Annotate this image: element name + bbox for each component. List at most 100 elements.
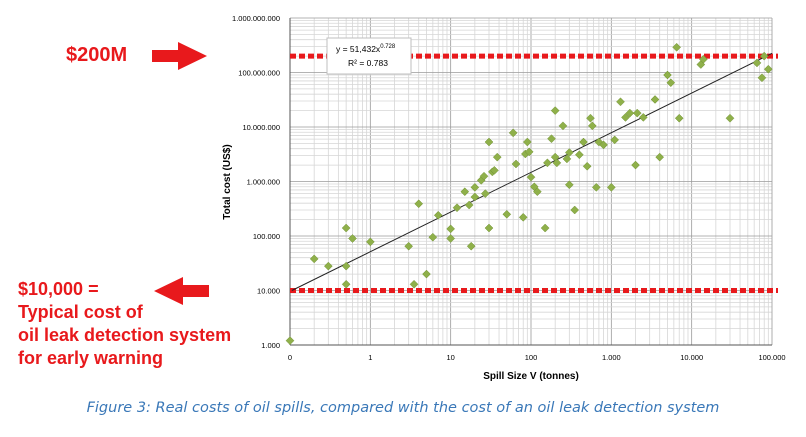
x-tick-label: 1.000 — [602, 353, 621, 362]
data-points — [285, 42, 773, 346]
y-tick-label: 100.000 — [253, 232, 280, 241]
threshold-10k-line-2: Typical cost of — [18, 302, 143, 322]
data-point — [460, 187, 470, 197]
threshold-200m-label: $200M — [66, 44, 128, 66]
data-point — [518, 212, 528, 222]
x-tick-label: 10 — [446, 353, 454, 362]
data-point — [524, 147, 534, 157]
data-point — [341, 223, 351, 233]
data-point — [433, 210, 443, 220]
data-point — [414, 199, 424, 209]
data-point — [632, 108, 642, 118]
figure-caption: Figure 3: Real costs of oil spills, comp… — [86, 400, 720, 416]
x-tick-label: 100.000 — [758, 353, 785, 362]
data-point — [484, 223, 494, 233]
data-point — [323, 261, 333, 271]
data-point — [621, 113, 630, 122]
data-point — [575, 150, 584, 160]
data-point — [564, 148, 574, 157]
data-point — [464, 200, 474, 210]
data-point — [606, 183, 616, 192]
data-point — [550, 106, 560, 115]
data-point — [452, 203, 462, 213]
data-point — [533, 187, 542, 197]
data-point — [480, 189, 490, 198]
data-point — [591, 183, 601, 192]
data-point — [655, 152, 665, 162]
data-point — [341, 279, 351, 289]
data-point — [582, 161, 592, 171]
data-point — [511, 159, 521, 169]
trendline-exponent: 0.728 — [380, 44, 396, 50]
x-tick-label: 10.000 — [680, 353, 703, 362]
data-point — [348, 234, 357, 243]
arrow-bottom — [154, 277, 209, 305]
data-point — [479, 171, 489, 181]
data-point — [470, 192, 480, 202]
data-point — [470, 183, 480, 192]
data-point — [552, 158, 562, 168]
data-point — [650, 95, 660, 104]
data-point — [285, 336, 295, 346]
svg-text:y = 51,432x0.728: y = 51,432x0.728 — [336, 44, 396, 54]
data-point — [616, 97, 625, 107]
data-point — [579, 137, 588, 147]
x-tick-labels: 0 1 10 100 1.000 10.000 100.000 — [288, 353, 786, 362]
y-tick-label: 10.000 — [257, 287, 280, 296]
data-point — [404, 241, 414, 251]
data-point — [638, 113, 648, 122]
arrow-top — [152, 42, 207, 70]
data-point — [522, 137, 532, 147]
trendline — [291, 52, 773, 291]
y-tick-labels: 1.000 10.000 100.000 1.000.000 10.000.000 100… — [232, 14, 280, 350]
data-point — [672, 42, 681, 52]
threshold-10k-line-1: $10,000 = — [18, 279, 99, 299]
y-tick-label: 1.000.000.000 — [232, 14, 280, 23]
data-point — [409, 279, 419, 289]
data-point — [586, 113, 595, 123]
trendline-equation-box: y = 51,432x0.728 R² = 0.783 — [326, 37, 412, 75]
data-point — [757, 73, 767, 83]
x-tick-label: 100 — [525, 353, 538, 362]
data-point — [752, 58, 762, 68]
data-point — [526, 172, 536, 182]
data-point — [631, 160, 640, 170]
data-point — [492, 152, 502, 162]
y-tick-label: 1.000 — [261, 341, 280, 350]
trendline-equation: y = 51,432x — [336, 44, 381, 54]
data-point — [446, 224, 456, 234]
threshold-10k-label: $10,000 = Typical cost of oil leak detec… — [18, 278, 231, 370]
trendline-r2: R² = 0.783 — [348, 58, 388, 68]
x-tick-label: 0 — [288, 353, 292, 362]
x-tick-label: 1 — [368, 353, 372, 362]
data-point — [564, 180, 574, 190]
data-point — [446, 234, 456, 243]
data-point — [562, 154, 572, 164]
y-tick-label: 10.000.000 — [242, 123, 280, 132]
threshold-10k-line-3: oil leak detection system — [18, 325, 232, 345]
data-point — [490, 166, 499, 175]
data-point — [587, 121, 597, 131]
data-point — [341, 261, 351, 271]
data-point — [666, 78, 676, 88]
data-point — [365, 237, 375, 247]
y-tick-label: 100.000.000 — [238, 69, 280, 78]
data-point — [484, 137, 494, 147]
data-point — [543, 158, 552, 168]
data-point — [422, 269, 431, 279]
data-point — [540, 223, 550, 233]
data-point — [599, 140, 608, 150]
data-point — [759, 51, 769, 61]
data-point — [502, 209, 512, 219]
data-point — [763, 64, 773, 74]
data-point — [508, 128, 518, 138]
data-point — [663, 70, 672, 80]
data-point — [625, 108, 635, 118]
data-point — [466, 241, 476, 251]
data-point — [570, 205, 580, 215]
data-point — [428, 232, 438, 242]
y-axis-label: Total cost (US$) — [222, 144, 233, 219]
data-point — [699, 54, 708, 64]
data-point — [674, 113, 684, 123]
